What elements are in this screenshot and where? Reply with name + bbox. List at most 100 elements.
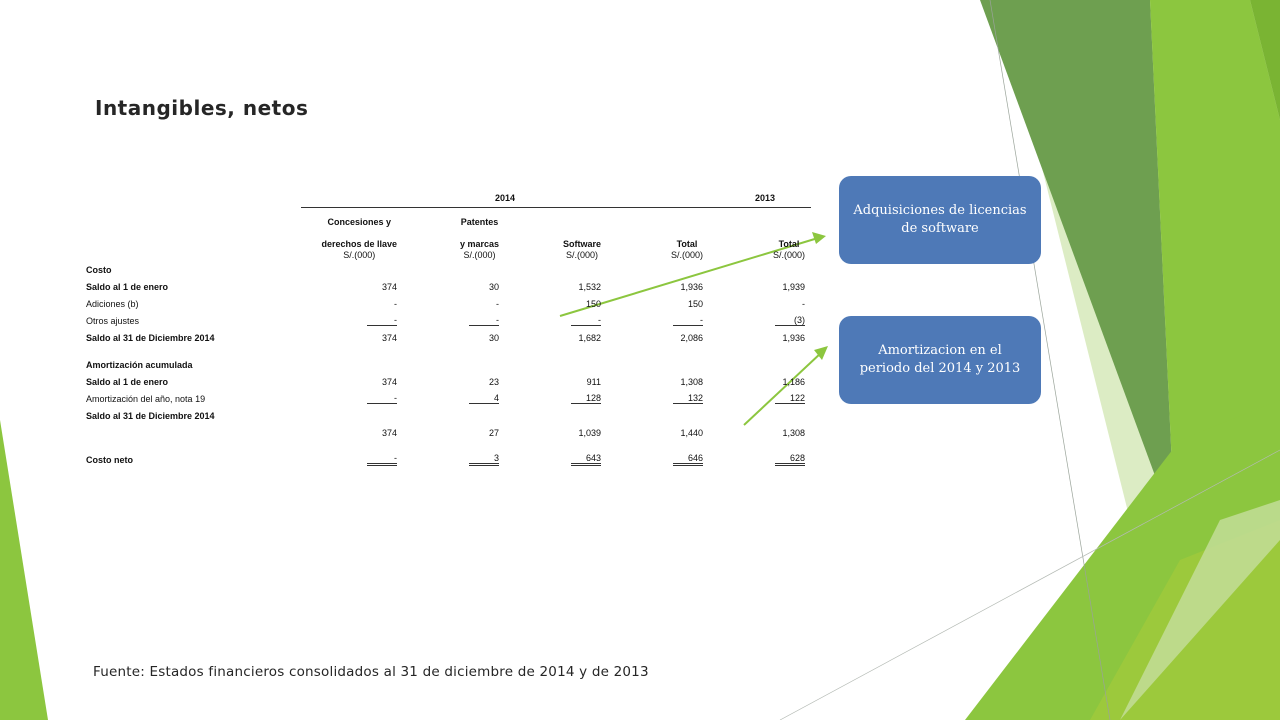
table-cell: - <box>607 312 709 329</box>
table-cell: 374 <box>381 376 397 387</box>
table-cell: 374 <box>381 281 397 292</box>
row-label: Otros ajustes <box>86 315 140 326</box>
table-cell <box>607 261 709 278</box>
table-cell: 1,308 <box>680 376 703 387</box>
row-label: Saldo al 1 de enero <box>86 376 169 387</box>
table-cell: - <box>403 312 505 329</box>
table-cell: 2,086 <box>680 332 703 343</box>
spacer-row <box>86 441 811 451</box>
source-note: Fuente: Estados financieros consolidados… <box>93 664 649 680</box>
row-label: Costo neto <box>86 454 133 465</box>
table-row: Costo <box>86 261 811 278</box>
table-cell: 30 <box>488 281 499 292</box>
row-label: Saldo al 1 de enero <box>86 281 169 292</box>
arrow-head-1 <box>812 232 826 244</box>
column-header-row: Concesiones y derechos de llave S/.(000) P… <box>86 207 811 261</box>
arrow-head-2 <box>814 346 828 360</box>
table-cell: 122 <box>709 390 811 407</box>
table-body: Costo Saldo al 1 de enero 374 30 1,532 1,936 1… <box>86 261 811 468</box>
table-cell <box>403 356 505 373</box>
table-row: Saldo al 1 de enero 374 23 911 1,308 1,186 <box>86 373 811 390</box>
table-cell: 1,936 <box>782 332 805 343</box>
table-cell: 150 <box>585 298 601 309</box>
table-cell <box>709 261 811 278</box>
bottom-pale-wedge <box>1120 500 1280 720</box>
table-cell <box>403 261 505 278</box>
table-cell: (3) <box>709 312 811 329</box>
table-cell: 27 <box>488 427 499 438</box>
right-dark-green-shape <box>980 0 1175 530</box>
table-cell: 911 <box>586 376 601 387</box>
table-cell: 1,682 <box>578 332 601 343</box>
group-2014: 2014 <box>301 190 709 208</box>
spacer-row <box>86 346 811 356</box>
table-cell: 374 <box>381 332 397 343</box>
row-label: Saldo al 31 de Diciembre 2014 <box>86 410 215 421</box>
table-cell: 23 <box>488 376 499 387</box>
row-label <box>86 424 301 441</box>
right-top-corner <box>1250 0 1280 120</box>
table-cell: - <box>802 298 805 309</box>
table-row: Amortización del año, nota 19 -4 128 132 122 <box>86 390 811 407</box>
column-header: Total S/.(000) <box>772 239 805 260</box>
table-cell: - <box>505 312 607 329</box>
intangibles-table: 2014 2013 Concesiones y derechos de llave… <box>86 190 811 468</box>
row-label: Amortización acumulada <box>86 359 193 370</box>
table-cell <box>301 356 403 373</box>
table-cell: - <box>301 390 403 407</box>
row-label: Costo <box>86 264 112 275</box>
table-row: Costo neto -3 643 646 628 <box>86 451 811 468</box>
table-cell: 374 <box>381 427 397 438</box>
table-cell <box>505 356 607 373</box>
group-2013: 2013 <box>709 190 811 208</box>
table-row: Amortización acumulada <box>86 356 811 373</box>
table-row: Saldo al 31 de Diciembre 2014 374 30 1,682 2… <box>86 329 811 346</box>
thin-line-2 <box>779 449 1280 720</box>
thin-line-1 <box>989 0 1111 720</box>
row-label: Adiciones (b) <box>86 298 139 309</box>
table-row: Otros ajustes - - - - (3) <box>86 312 811 329</box>
table-cell <box>709 356 811 373</box>
table-cell: - <box>301 312 403 329</box>
table-cell: - <box>496 298 499 309</box>
table-cell <box>301 407 403 424</box>
arrow-line-2 <box>743 351 823 426</box>
table-cell: - <box>394 298 397 309</box>
table-cell: 1,936 <box>680 281 703 292</box>
table-cell <box>403 407 505 424</box>
callout-software-acquisitions: Adquisiciones de licencias de software <box>839 176 1041 264</box>
table-cell: 1,532 <box>578 281 601 292</box>
table-cell <box>505 407 607 424</box>
table-cell <box>709 407 811 424</box>
column-header: Concesiones y derechos de llave S/.(000) <box>321 217 397 260</box>
table-cell: 128 <box>505 390 607 407</box>
column-header: Software S/.(000) <box>562 239 601 260</box>
table-cell: 646 <box>607 451 709 468</box>
table-cell: 628 <box>709 451 811 468</box>
table-cell <box>607 356 709 373</box>
column-header: Patentes y marcas S/.(000) <box>459 217 499 260</box>
table-row: 374 27 1,039 1,440 1,308 <box>86 424 811 441</box>
table-cell: 4 <box>403 390 505 407</box>
group-header-row: 2014 2013 <box>86 190 811 208</box>
slide-title: Intangibles, netos <box>95 96 309 120</box>
table-cell: 3 <box>403 451 505 468</box>
table-cell: 1,939 <box>782 281 805 292</box>
table-cell: - <box>301 451 403 468</box>
table-row: Saldo al 1 de enero 374 30 1,532 1,936 1,939 <box>86 278 811 295</box>
arrow-line-1 <box>559 237 819 317</box>
table-cell <box>301 261 403 278</box>
table-row: Adiciones (b) - - 150 150 - <box>86 295 811 312</box>
table-cell: 150 <box>687 298 703 309</box>
table-cell: 30 <box>488 332 499 343</box>
table-cell: 1,308 <box>782 427 805 438</box>
left-green-triangle <box>0 420 48 720</box>
table-cell: 132 <box>607 390 709 407</box>
row-label: Amortización del año, nota 19 <box>86 393 206 404</box>
table-cell: 643 <box>505 451 607 468</box>
column-header: Total S/.(000) <box>670 239 703 260</box>
table-row: Saldo al 31 de Diciembre 2014 <box>86 407 811 424</box>
table-cell <box>607 407 709 424</box>
table-cell: 1,186 <box>782 376 805 387</box>
